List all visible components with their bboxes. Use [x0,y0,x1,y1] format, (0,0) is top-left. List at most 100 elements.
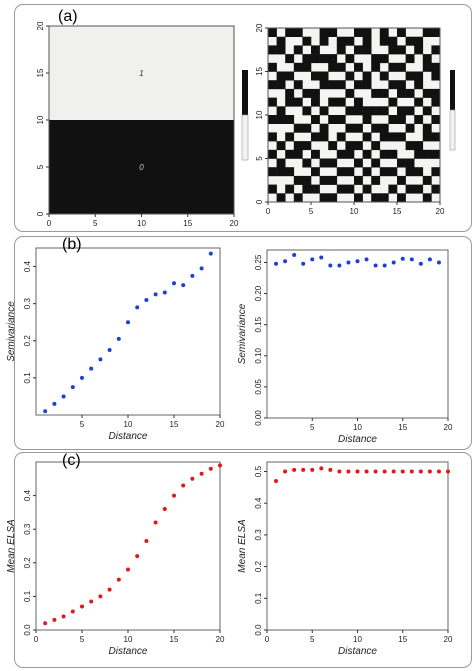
c-left-ytick-label: 0.3 [23,523,32,535]
a-right-cell [379,88,389,98]
a-right-cell [268,28,277,37]
c-left-ylabel: Mean ELSA [6,519,17,573]
a-right-cell [388,97,398,107]
a-right-cell [405,184,415,194]
a-right-cell [397,45,406,55]
panel-label-a: (a) [58,8,78,25]
a-right-cell [405,54,415,64]
c-right-xtick-label: 20 [444,635,453,644]
a-right-cell [405,141,415,151]
a-right-cell [268,115,277,124]
a-right-cell [431,88,441,98]
a-right-cell [302,141,312,151]
a-left-legend-dark [242,70,248,115]
b-right-data-point [346,260,351,265]
a-right-cell [379,193,389,203]
a-right-cell [268,167,277,177]
a-right-cell [379,132,389,142]
b-left-data-point [61,394,66,399]
a-right-cell [268,184,277,194]
a-right-cell [422,28,432,37]
a-right-cell [354,80,363,90]
a-right-cell [319,80,329,90]
b-right-data-point [382,263,387,268]
a-right-cell [285,167,295,177]
b-right-data-point [292,252,297,257]
a-right-cell [302,106,312,116]
a-right-cell [319,175,329,185]
c-left-data-point [144,538,149,543]
b-left-data-point [181,283,186,288]
a-right-cell [336,80,346,90]
a-right-cell [422,193,432,203]
a-right-cell [354,158,363,168]
a-right-cell [268,45,277,55]
a-right-cell [311,167,320,177]
a-right-ytick-label: 5 [255,156,264,161]
a-right-cell [405,71,415,81]
a-right-cell [276,141,286,151]
a-right-cell [328,62,338,72]
a-right-cell [405,123,415,133]
c-right-data-point [337,469,342,474]
a-right-cell [397,193,406,203]
a-right-cell [388,45,398,55]
a-right-cell [276,167,286,177]
b-left-data-point [144,297,149,302]
a-right-cell [414,141,424,151]
a-left-ytick-label: 15 [36,68,45,77]
b-left-data-point [126,320,130,325]
c-right-data-point [400,469,405,474]
a-right-cell [371,158,381,168]
c-right-xtick-label: 5 [310,635,315,644]
a-right-cell [319,106,329,116]
c-left-data-point [107,587,112,592]
a-right-cell [302,123,312,133]
c-right-ylabel: Mean ELSA [237,519,248,573]
b-left-ytick-label: 0.3 [23,298,32,310]
panel-b-frame [14,236,472,450]
c-right-ytick-label: 0.3 [254,529,263,541]
a-right-cell [431,184,441,194]
b-right-data-point [409,257,414,262]
a-right-cell [422,149,432,159]
a-right-cell [431,132,441,142]
a-right-cell [422,88,432,98]
b-right-data-point [373,263,378,268]
c-left-data-point [172,493,176,498]
b-left-data-point [89,366,94,371]
a-right-cell [371,175,381,185]
b-right-ytick-label: 0.20 [254,285,263,301]
a-left-region-label: 1 [139,69,143,78]
c-left-data-point [181,483,186,488]
a-right-cell [302,184,312,194]
c-right-ytick-label: 0.0 [254,624,263,636]
a-right-cell [388,36,398,46]
a-right-cell [405,167,415,177]
a-right-cell [379,28,389,37]
a-left-xtick-label: 20 [230,219,239,228]
a-right-cell [293,141,303,151]
a-right-cell [293,97,303,107]
a-right-cell [302,175,312,185]
a-right-cell [285,88,295,98]
a-right-cell [302,88,312,98]
a-right-cell [293,28,303,37]
a-right-cell [431,115,441,124]
c-left-ytick-label: 0.4 [23,489,32,501]
a-right-cell [285,28,295,37]
c-right-data-point [328,467,333,472]
a-right-cell [431,28,441,37]
a-left-xtick-label: 10 [137,219,146,228]
a-right-cell [328,175,338,185]
a-left-ytick-label: 0 [36,211,45,216]
a-right-cell [336,62,346,72]
a-right-cell [431,149,441,159]
b-right-xtick-label: 15 [398,423,407,432]
a-right-cell [431,62,441,72]
c-right-data-point [418,469,423,474]
b-right-xlabel: Distance [338,434,377,445]
b-right-ytick-label: 0.10 [254,347,263,363]
c-right-data-point [319,466,324,471]
